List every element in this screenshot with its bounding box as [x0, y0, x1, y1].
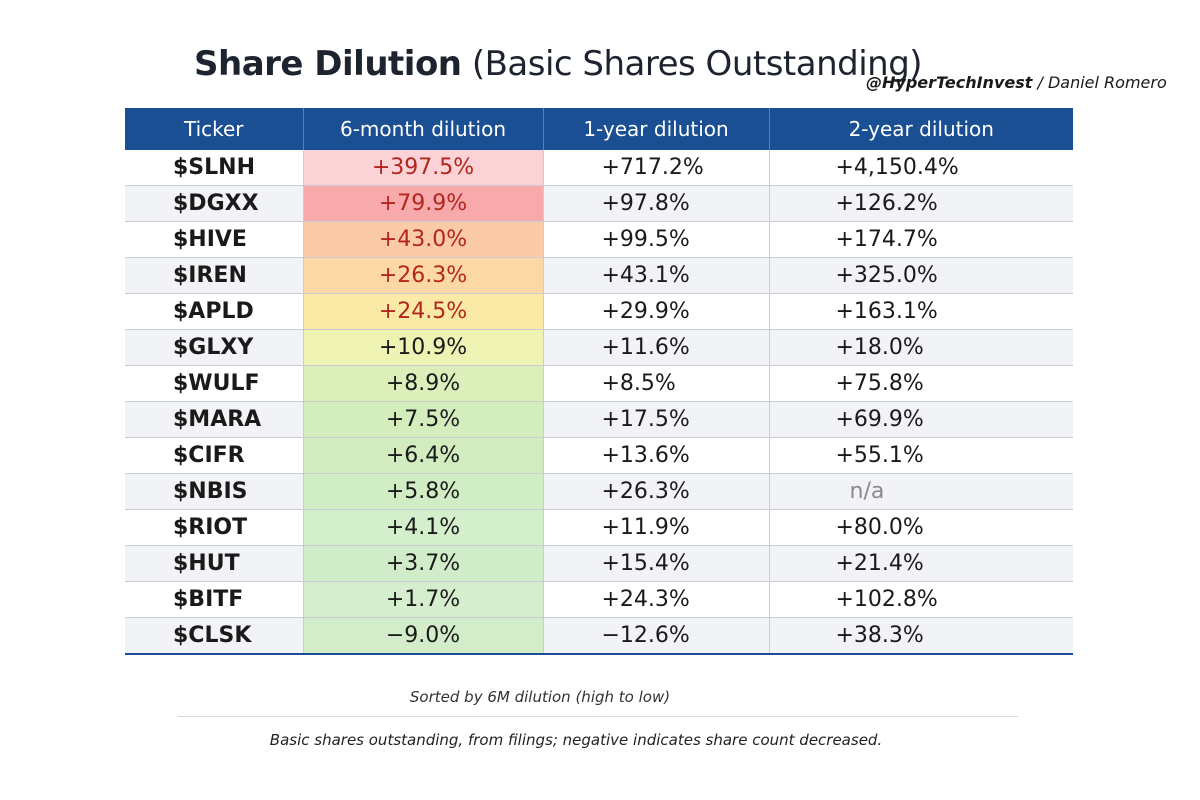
header-6-month: 6-month dilution — [303, 108, 544, 150]
sort-note: Sorted by 6M dilution (high to low) — [409, 688, 671, 706]
two-year-cell: +38.3% — [769, 617, 1073, 655]
table-row: $APLD +24.5% +29.9% +163.1% — [125, 293, 1073, 330]
ticker-cell: $APLD — [125, 293, 304, 330]
one-year-cell: +17.5% — [543, 401, 770, 438]
two-year-cell: +325.0% — [769, 257, 1073, 294]
ticker-cell: $CIFR — [125, 437, 304, 474]
footnote: Basic shares outstanding, from filings; … — [269, 731, 883, 749]
one-year-cell: +97.8% — [543, 185, 770, 222]
title-subtitle: (Basic Shares Outstanding) — [471, 44, 923, 84]
table-row: $HUT +3.7% +15.4% +21.4% — [125, 545, 1073, 582]
ticker-cell: $HUT — [125, 545, 304, 582]
ticker-cell: $WULF — [125, 365, 304, 402]
ticker-cell: $HIVE — [125, 221, 304, 258]
one-year-cell: +24.3% — [543, 581, 770, 618]
six-month-cell: +397.5% — [303, 150, 544, 186]
one-year-cell: +13.6% — [543, 437, 770, 474]
table-row: $NBIS +5.8% +26.3% n/a — [125, 473, 1073, 510]
table-row: $BITF +1.7% +24.3% +102.8% — [125, 581, 1073, 618]
table-row: $WULF +8.9% +8.5% +75.8% — [125, 365, 1073, 402]
one-year-cell: −12.6% — [543, 617, 770, 655]
table-row: $HIVE +43.0% +99.5% +174.7% — [125, 221, 1073, 258]
one-year-cell: +11.6% — [543, 329, 770, 366]
page-title: Share Dilution (Basic Shares Outstanding… — [194, 44, 923, 84]
table-row: $DGXX +79.9% +97.8% +126.2% — [125, 185, 1073, 222]
attribution-handle: @HyperTechInvest — [866, 73, 1033, 92]
dilution-table: Ticker 6-month dilution 1-year dilution … — [125, 108, 1073, 655]
ticker-cell: $BITF — [125, 581, 304, 618]
header-2-year: 2-year dilution — [769, 108, 1073, 150]
two-year-cell: +80.0% — [769, 509, 1073, 546]
table-body: $SLNH +397.5% +717.2% +4,150.4% $DGXX +79.9% +… — [125, 150, 1073, 655]
attribution-separator: / — [1037, 73, 1043, 92]
two-year-cell: +18.0% — [769, 329, 1073, 366]
one-year-cell: +29.9% — [543, 293, 770, 330]
six-month-cell: +26.3% — [303, 257, 544, 294]
ticker-cell: $DGXX — [125, 185, 304, 222]
two-year-cell: +126.2% — [769, 185, 1073, 222]
header-ticker: Ticker — [125, 108, 304, 150]
header-1-year: 1-year dilution — [543, 108, 770, 150]
attribution-author: Daniel Romero — [1047, 73, 1167, 92]
two-year-cell: +55.1% — [769, 437, 1073, 474]
one-year-cell: +717.2% — [543, 150, 770, 186]
table-row: $CIFR +6.4% +13.6% +55.1% — [125, 437, 1073, 474]
six-month-cell: +7.5% — [303, 401, 544, 438]
six-month-cell: +43.0% — [303, 221, 544, 258]
ticker-cell: $CLSK — [125, 617, 304, 655]
title-main: Share Dilution — [194, 44, 462, 84]
six-month-cell: +24.5% — [303, 293, 544, 330]
two-year-cell: +69.9% — [769, 401, 1073, 438]
six-month-cell: +10.9% — [303, 329, 544, 366]
table-row: $GLXY +10.9% +11.6% +18.0% — [125, 329, 1073, 366]
ticker-cell: $NBIS — [125, 473, 304, 510]
two-year-cell: +174.7% — [769, 221, 1073, 258]
two-year-cell: +163.1% — [769, 293, 1073, 330]
one-year-cell: +8.5% — [543, 365, 770, 402]
six-month-cell: +4.1% — [303, 509, 544, 546]
six-month-cell: +1.7% — [303, 581, 544, 618]
six-month-cell: +79.9% — [303, 185, 544, 222]
table-row: $RIOT +4.1% +11.9% +80.0% — [125, 509, 1073, 546]
two-year-cell: +75.8% — [769, 365, 1073, 402]
ticker-cell: $GLXY — [125, 329, 304, 366]
one-year-cell: +15.4% — [543, 545, 770, 582]
ticker-cell: $MARA — [125, 401, 304, 438]
two-year-cell: +102.8% — [769, 581, 1073, 618]
six-month-cell: +6.4% — [303, 437, 544, 474]
one-year-cell: +11.9% — [543, 509, 770, 546]
divider — [178, 716, 1018, 717]
table-row: $MARA +7.5% +17.5% +69.9% — [125, 401, 1073, 438]
two-year-cell: +4,150.4% — [769, 150, 1073, 186]
two-year-cell: n/a — [769, 473, 1073, 510]
table-row: $IREN +26.3% +43.1% +325.0% — [125, 257, 1073, 294]
six-month-cell: +8.9% — [303, 365, 544, 402]
six-month-cell: +5.8% — [303, 473, 544, 510]
one-year-cell: +26.3% — [543, 473, 770, 510]
one-year-cell: +99.5% — [543, 221, 770, 258]
attribution: @HyperTechInvest / Daniel Romero — [866, 73, 1167, 92]
one-year-cell: +43.1% — [543, 257, 770, 294]
table-row: $SLNH +397.5% +717.2% +4,150.4% — [125, 150, 1073, 186]
ticker-cell: $IREN — [125, 257, 304, 294]
table-row: $CLSK −9.0% −12.6% +38.3% — [125, 617, 1073, 655]
header-row: Ticker 6-month dilution 1-year dilution … — [125, 108, 1073, 150]
six-month-cell: −9.0% — [303, 617, 544, 655]
six-month-cell: +3.7% — [303, 545, 544, 582]
table-header: Ticker 6-month dilution 1-year dilution … — [125, 108, 1073, 150]
ticker-cell: $SLNH — [125, 150, 304, 186]
ticker-cell: $RIOT — [125, 509, 304, 546]
two-year-cell: +21.4% — [769, 545, 1073, 582]
